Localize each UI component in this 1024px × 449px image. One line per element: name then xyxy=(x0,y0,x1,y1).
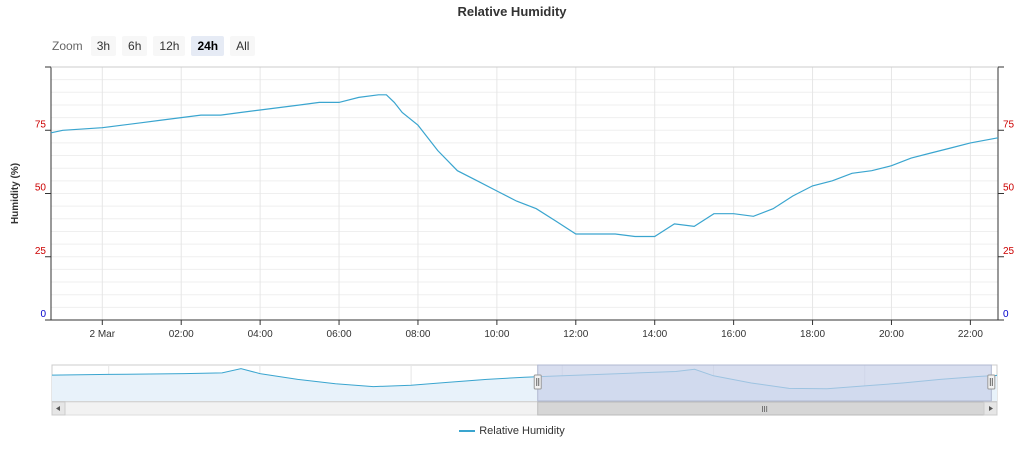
grid-lines xyxy=(51,66,998,321)
navigator-frame xyxy=(51,364,998,402)
x-tick-label: 20:00 xyxy=(879,329,904,340)
y-tick-label-left: 75 xyxy=(35,119,47,130)
navigator-tick-label: 1. Mar xyxy=(113,389,142,400)
scrollbar-left-button xyxy=(51,401,66,416)
x-tick-label: 02:00 xyxy=(169,329,194,340)
x-tick-label: 14:00 xyxy=(642,329,667,340)
chart-title: Relative Humidity xyxy=(457,4,567,19)
x-tick-label: 2 Mar xyxy=(90,329,116,340)
axis-labels: 0 0 25 25 50 50 75 75 Humidity (%) 2 Mar 02:00 04:0… xyxy=(10,119,1015,340)
legend-label: Relative Humidity xyxy=(479,425,565,437)
x-tick-label: 22:00 xyxy=(958,329,983,340)
navigator-tick-label: 08:00 xyxy=(718,389,743,400)
zoom-label: Zoom xyxy=(52,39,83,53)
navigator-area xyxy=(52,368,997,401)
navigator-tick-label: 2. Mar xyxy=(566,389,595,400)
scrollbar-thumb xyxy=(537,401,992,416)
zoom-24h-button[interactable]: 24h xyxy=(191,36,225,56)
axes xyxy=(45,66,1004,325)
humidity-series-line xyxy=(50,94,999,238)
y-axis-title: Humidity (%) xyxy=(10,163,21,224)
x-tick-label: 04:00 xyxy=(248,329,273,340)
scroll-left-arrow-icon xyxy=(56,406,60,411)
scrollbar-grip-icon: III xyxy=(761,405,768,414)
navigator-right-handle xyxy=(987,374,996,390)
x-tick-label: 06:00 xyxy=(327,329,352,340)
y-tick-label-right: 25 xyxy=(1003,246,1015,257)
y-tick-label-right: 0 xyxy=(1003,309,1009,320)
navigator-left-handle xyxy=(533,374,542,390)
navigator-series-line xyxy=(51,368,998,390)
x-tick-label: 08:00 xyxy=(405,329,430,340)
x-tick-label: 16:00 xyxy=(721,329,746,340)
legend[interactable]: Relative Humidity xyxy=(0,425,1024,437)
legend-swatch xyxy=(459,430,476,433)
navigator-tick-label: 16:00 xyxy=(415,389,440,400)
series-layer xyxy=(50,94,999,238)
navigator[interactable]: 1. Mar 08:00 16:00 2. Mar 08:00 16:00 III xyxy=(51,364,998,416)
y-tick-label-right: 75 xyxy=(1003,119,1015,130)
x-tick-label: 12:00 xyxy=(563,329,588,340)
y-tick-label-left: 25 xyxy=(35,246,47,257)
scrollbar-track xyxy=(51,401,998,416)
navigator-tick-label: 16:00 xyxy=(869,389,894,400)
zoom-6h-button[interactable]: 6h xyxy=(122,36,148,56)
y-tick-label-left: 50 xyxy=(35,183,47,194)
zoom-control: Zoom 3h 6h 12h 24h All xyxy=(52,36,256,56)
x-tick-label: 10:00 xyxy=(484,329,509,340)
y-tick-label-left: 0 xyxy=(40,309,46,320)
x-tick-label: 18:00 xyxy=(800,329,825,340)
scroll-right-arrow-icon xyxy=(989,406,993,411)
zoom-3h-button[interactable]: 3h xyxy=(90,36,117,56)
zoom-12h-button[interactable]: 12h xyxy=(153,36,186,56)
y-tick-label-right: 50 xyxy=(1003,183,1015,194)
scrollbar-right-button xyxy=(983,401,998,416)
navigator-tick-label: 08:00 xyxy=(264,389,289,400)
zoom-all-button[interactable]: All xyxy=(230,36,256,56)
navigator-selection-mask xyxy=(537,364,992,402)
